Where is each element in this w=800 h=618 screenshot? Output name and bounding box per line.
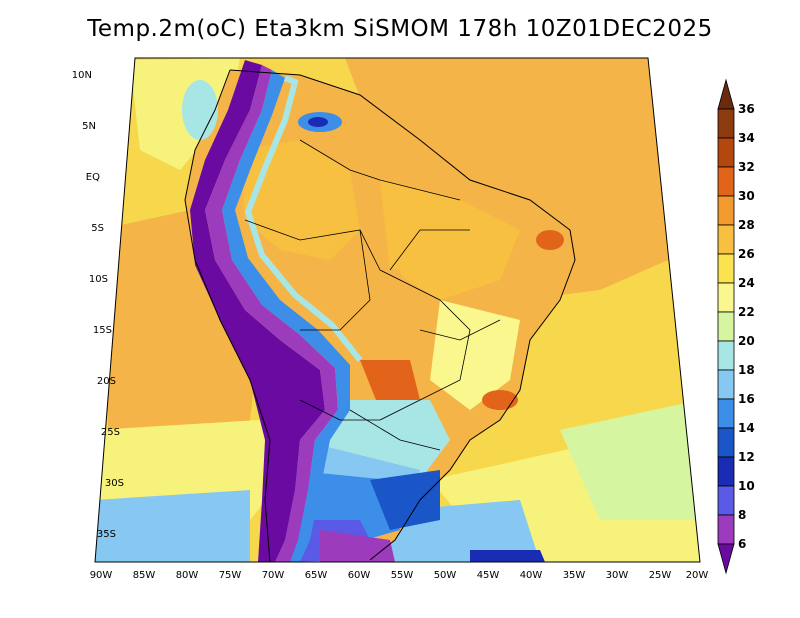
colorbar-segment (717, 485, 735, 516)
lon-tick-label: 35W (563, 570, 586, 581)
colorbar-label: 18 (738, 363, 755, 377)
colorbar-segment (717, 224, 735, 255)
colorbar-label: 6 (738, 537, 746, 551)
colorbar-label: 8 (738, 508, 746, 522)
colorbar-label: 16 (738, 392, 755, 406)
lat-tick-label: 35S (97, 529, 116, 540)
colorbar-segment (717, 166, 735, 197)
lat-tick-label: 15S (93, 325, 112, 336)
lat-tick-label: 10S (89, 274, 108, 285)
lon-tick-label: 55W (391, 570, 414, 581)
colorbar-segment (717, 78, 735, 110)
lon-tick-label: 45W (477, 570, 500, 581)
colorbar-segment (717, 311, 735, 342)
lon-tick-label: 50W (434, 570, 457, 581)
lon-tick-label: 65W (305, 570, 328, 581)
lon-tick-label: 75W (219, 570, 242, 581)
colorbar-label: 32 (738, 160, 755, 174)
colorbar-label: 24 (738, 276, 755, 290)
lat-tick-label: 30S (105, 478, 124, 489)
colorbar-segment (717, 369, 735, 400)
colorbar-label: 22 (738, 305, 755, 319)
temperature-field (95, 58, 700, 562)
colorbar-segment (717, 398, 735, 429)
lat-tick-label: 5S (91, 223, 104, 234)
colorbar-segment (717, 253, 735, 284)
colorbar (717, 78, 735, 575)
colorbar-label: 28 (738, 218, 755, 232)
colorbar-segment (717, 514, 735, 545)
colorbar-segment (717, 108, 735, 139)
map-title: Temp.2m(oC) Eta3km SiSMOM 178h 10Z01DEC2… (87, 16, 713, 42)
map-frame (94, 57, 701, 563)
colorbar-segment (717, 282, 735, 313)
colorbar-segment (717, 543, 735, 575)
latitude-axis: 10N 5N EQ 5S 10S 15S 20S 25S 30S 35S (72, 70, 124, 540)
lat-tick-label: 20S (97, 376, 116, 387)
colorbar-label: 14 (738, 421, 755, 435)
colorbar-label: 10 (738, 479, 755, 493)
lon-tick-label: 90W (90, 570, 113, 581)
lat-tick-label: 25S (101, 427, 120, 438)
lat-tick-label: 5N (82, 121, 96, 132)
colorbar-segment (717, 340, 735, 371)
lon-tick-label: 25W (649, 570, 672, 581)
longitude-axis: 90W 85W 80W 75W 70W 65W 60W 55W 50W 45W … (90, 570, 709, 581)
lat-tick-label: EQ (86, 172, 100, 183)
colorbar-label: 36 (738, 102, 755, 116)
lon-tick-label: 80W (176, 570, 199, 581)
colorbar-segment (717, 195, 735, 226)
colorbar-label: 26 (738, 247, 755, 261)
lon-tick-label: 40W (520, 570, 543, 581)
lon-tick-label: 85W (133, 570, 156, 581)
colorbar-label: 20 (738, 334, 755, 348)
colorbar-segment (717, 137, 735, 168)
colorbar-labels: 36 34 32 30 28 26 24 22 20 18 16 14 12 1… (738, 102, 755, 551)
colorbar-label: 12 (738, 450, 755, 464)
lon-tick-label: 20W (686, 570, 709, 581)
colorbar-label: 34 (738, 131, 755, 145)
lat-tick-label: 10N (72, 70, 92, 81)
lon-tick-label: 60W (348, 570, 371, 581)
colorbar-label: 30 (738, 189, 755, 203)
lon-tick-label: 30W (606, 570, 629, 581)
colorbar-segment (717, 456, 735, 487)
colorbar-segment (717, 427, 735, 458)
lon-tick-label: 70W (262, 570, 285, 581)
